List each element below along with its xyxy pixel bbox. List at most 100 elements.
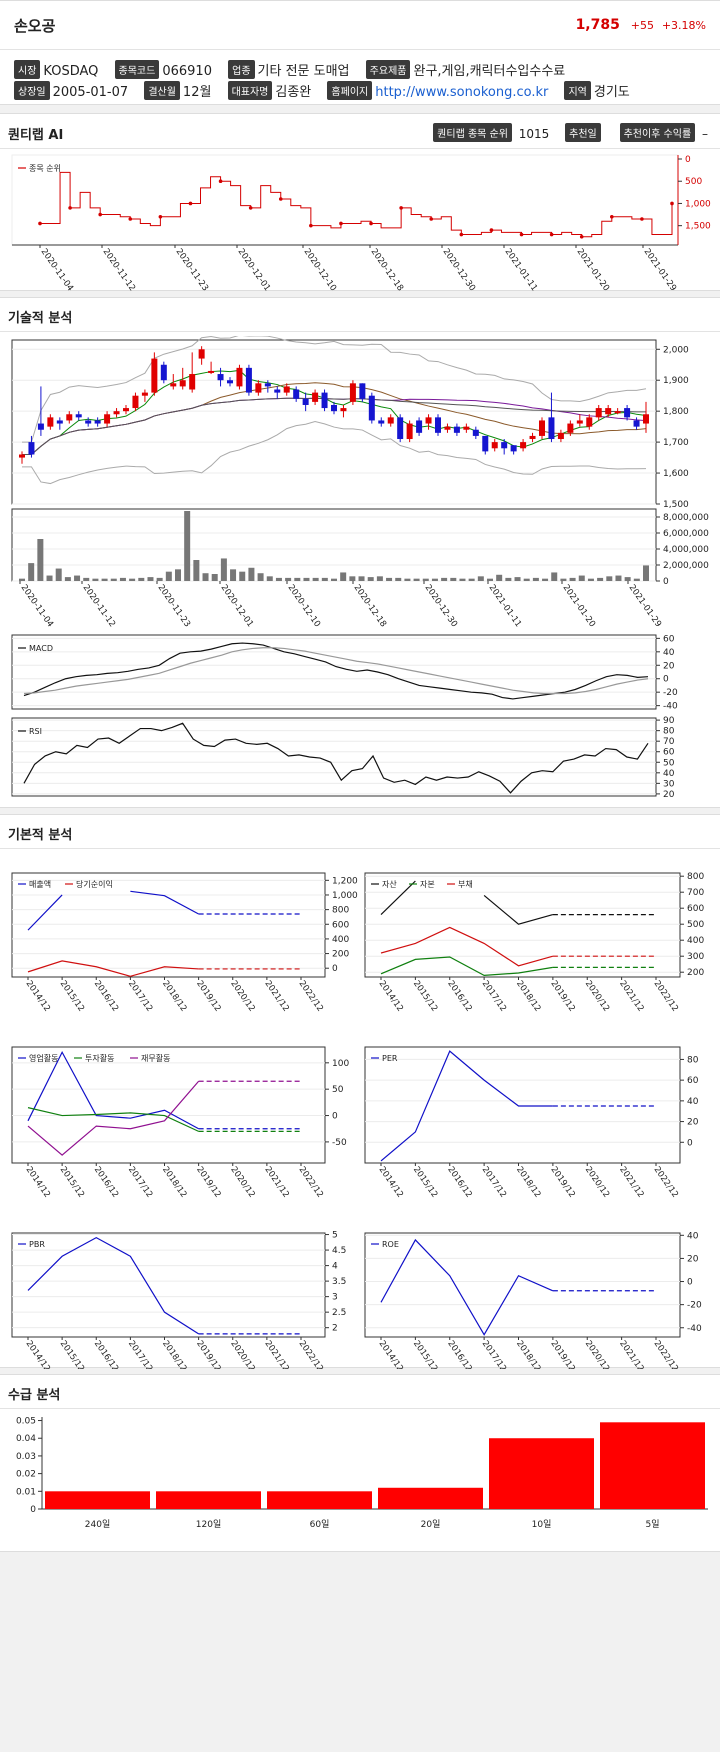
roe-xtick-label: 2015/12 — [411, 1339, 439, 1369]
technical-divider — [0, 331, 720, 332]
rank-value: 1015 — [518, 127, 550, 141]
stock-header-card: 손오공 1,785 +55 +3.18% 시장 KOSDAQ 종목코드 066910… — [0, 0, 720, 105]
stock-name: 손오공 — [14, 17, 56, 35]
homepage-link[interactable]: http://www.sonokong.co.kr — [375, 85, 549, 100]
volume-bar — [211, 574, 218, 581]
volume-bar — [643, 565, 649, 581]
price-candle-body — [378, 420, 385, 424]
balance-series-line — [380, 926, 554, 967]
revenue-ytick-label: 0 — [332, 964, 338, 974]
balance-xtick-label: 2016/12 — [445, 979, 473, 1014]
cashflow-series-line — [27, 1050, 199, 1130]
pbr-legend-label: PBR — [29, 1240, 45, 1249]
volume-bar — [129, 578, 136, 581]
pbr-frame — [11, 1232, 326, 1338]
pbr-xtick-label: 2016/12 — [92, 1339, 120, 1369]
supply-ytick-label: 0 — [30, 1505, 36, 1515]
pbr-ytick-label: 2.5 — [332, 1308, 346, 1318]
balance-xtick-label: 2021/12 — [617, 979, 645, 1014]
volume-bar — [55, 568, 62, 581]
code-value: 066910 — [162, 64, 212, 79]
cashflow-frame — [11, 1046, 326, 1164]
rank-point — [429, 217, 434, 221]
balance-xtick-label: 2015/12 — [411, 979, 439, 1014]
cashflow-xtick-label: 2016/12 — [92, 1165, 120, 1200]
macd-ytick-label: 40 — [663, 648, 675, 658]
volume-bar — [523, 578, 530, 581]
rank-point — [278, 197, 283, 201]
rank-ytick-label: 500 — [685, 177, 702, 187]
price-ytick-label: 1,500 — [663, 500, 689, 510]
volume-bar — [275, 577, 282, 581]
rec-return-tag: 추천이후 수익률 — [619, 123, 696, 142]
price-candle-body — [557, 432, 564, 440]
price-ytick-label: 1,900 — [663, 376, 689, 386]
price-candle-body — [160, 364, 167, 381]
volume-bar — [376, 576, 383, 581]
price-candle-body — [198, 349, 205, 359]
price-candle-body — [312, 392, 319, 402]
macd-ytick-label: 20 — [663, 661, 675, 671]
rank-xtick-label: 2020-12-18 — [369, 247, 406, 292]
cashflow-xtick-label: 2018/12 — [160, 1165, 188, 1200]
market-value: KOSDAQ — [43, 64, 99, 79]
volume-bar — [560, 578, 567, 581]
volume-bar — [266, 576, 273, 581]
ceo-value: 김종완 — [275, 85, 312, 100]
rank-xtick-label: 2021-01-11 — [503, 247, 540, 292]
price-candle-body — [472, 429, 479, 436]
volume-bar — [367, 577, 374, 581]
volume-bar — [239, 571, 246, 581]
volume-bar — [285, 577, 292, 581]
revenue-xtick-label: 2016/12 — [92, 979, 120, 1014]
rank-legend-label: 종목 순위 — [29, 164, 61, 173]
price-candle-body — [274, 389, 281, 393]
info-row-1: 시장 KOSDAQ 종목코드 066910 업종 기타 전문 도매업 주요제품 완구,게… — [14, 60, 565, 79]
volume-bar — [312, 577, 319, 581]
volume-bar — [193, 560, 200, 581]
rank-ytick-label: 1,000 — [685, 199, 711, 209]
rank-xtick-label: 2020-11-23 — [174, 247, 211, 292]
volume-bar — [587, 578, 594, 581]
rank-point — [188, 201, 193, 206]
region-tag: 지역 — [564, 81, 591, 100]
supply-ytick-label: 0.03 — [16, 1452, 36, 1462]
price-candle-body — [170, 383, 177, 387]
volume-bar — [615, 575, 622, 581]
volume-bar — [138, 577, 145, 581]
volume-bar — [230, 569, 237, 581]
macd-ytick-label: 60 — [663, 634, 675, 644]
revenue-series-line — [27, 960, 199, 977]
revenue-xtick-label: 2021/12 — [262, 979, 290, 1014]
price-candle-body — [510, 445, 517, 452]
supply-bar — [378, 1487, 483, 1509]
balance-ytick-label: 600 — [687, 904, 704, 914]
region-value: 경기도 — [593, 85, 630, 100]
volume-bar — [422, 578, 429, 581]
price-ytick-label: 2,000 — [663, 345, 689, 355]
supply-bar — [600, 1422, 705, 1509]
supply-xtick-label: 5일 — [645, 1519, 659, 1530]
price-candle-body — [189, 374, 196, 390]
revenue-xtick-label: 2019/12 — [194, 979, 222, 1014]
header-divider — [0, 49, 720, 50]
industry-tag: 업종 — [228, 60, 255, 79]
price-candle-body — [425, 417, 432, 424]
price-candle-body — [331, 404, 337, 412]
supply-bar — [267, 1491, 372, 1509]
price-candle-body — [491, 442, 498, 449]
volume-bar — [257, 573, 264, 581]
fiscal-tag: 결산월 — [144, 81, 180, 100]
balance-xtick-label: 2018/12 — [514, 979, 542, 1014]
rank-point — [549, 232, 554, 237]
volume-bar — [404, 578, 411, 581]
price-bollinger-lower — [22, 421, 647, 485]
price-candle-body — [444, 426, 451, 430]
price-ma-longest — [22, 397, 647, 455]
macd-series-line — [23, 647, 649, 695]
per-xtick-label: 2017/12 — [480, 1165, 508, 1200]
volume-bar — [184, 511, 191, 581]
volume-bar — [175, 569, 181, 581]
volume-ytick-label: 4,000,000 — [663, 545, 709, 555]
volume-bar — [569, 577, 576, 581]
